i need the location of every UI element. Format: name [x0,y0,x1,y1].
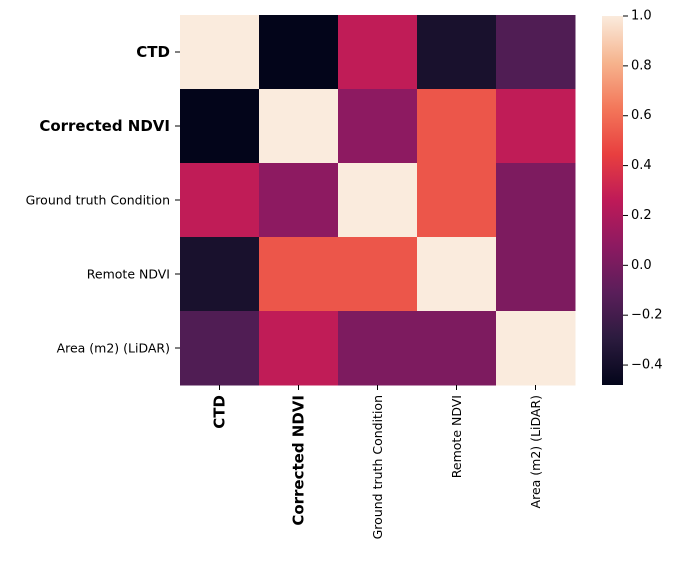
heatmap-cell-r2-c0 [180,163,260,238]
column-label-3: Remote NDVI [449,395,464,478]
heatmap-cell-r4-c1 [259,311,339,386]
column-label-0: CTD [211,395,229,429]
heatmap-cell-r1-c3 [417,89,497,164]
heatmap-cell-r2-c2 [338,163,418,238]
row-label-0: CTD [136,43,170,61]
heatmap-cell-r4-c0 [180,311,260,386]
heatmap-cell-r3-c4 [496,237,576,312]
colorbar-tick-label-1: 0.8 [631,58,652,73]
heatmap-cell-r3-c0 [180,237,260,312]
column-label-1: Corrected NDVI [290,395,308,526]
row-label-2: Ground truth Condition [26,193,170,208]
row-label-3: Remote NDVI [87,267,170,282]
column-labels: CTD Corrected NDVI Ground truth Condition R… [211,385,543,539]
column-label-2: Ground truth Condition [370,395,385,539]
row-label-1: Corrected NDVI [39,117,170,135]
heatmap-cell-r0-c4 [496,15,576,90]
heatmap-cell-r3-c2 [338,237,418,312]
colorbar-tick-label-4: 0.2 [631,208,652,223]
colorbar-gradient [602,16,623,385]
colorbar-tick-label-2: 0.6 [631,108,652,123]
heatmap-cell-r4-c3 [417,311,497,386]
colorbar-tick-label-6: −0.2 [631,308,663,323]
heatmap-cell-r2-c4 [496,163,576,238]
heatmap-cell-r1-c4 [496,89,576,164]
heatmap-cell-r2-c1 [259,163,339,238]
colorbar-tick-label-3: 0.4 [631,158,652,173]
heatmap-cell-r1-c1 [259,89,339,164]
heatmap-cell-r4-c4 [496,311,576,386]
colorbar-tick-label-0: 1.0 [631,9,652,24]
heatmap-cell-r4-c2 [338,311,418,386]
heatmap-cell-r0-c2 [338,15,418,90]
heatmap-cell-r1-c2 [338,89,418,164]
heatmap-cell-r2-c3 [417,163,497,238]
colorbar: 1.0 0.8 0.6 0.4 0.2 0.0 −0.2 −0.4 [602,9,663,385]
heatmap-cell-r3-c3 [417,237,497,312]
heatmap-cell-r0-c1 [259,15,339,90]
column-label-4: Area (m2) (LiDAR) [528,395,543,508]
row-labels: CTD Corrected NDVI Ground truth Condition R… [26,43,180,356]
colorbar-tick-label-5: 0.0 [631,258,652,273]
heatmap-cell-r0-c0 [180,15,260,90]
heatmap-cells [180,15,576,386]
colorbar-tick-label-7: −0.4 [631,358,663,373]
row-label-4: Area (m2) (LiDAR) [57,341,170,356]
heatmap-cell-r0-c3 [417,15,497,90]
heatmap-cell-r1-c0 [180,89,260,164]
heatmap-cell-r3-c1 [259,237,339,312]
